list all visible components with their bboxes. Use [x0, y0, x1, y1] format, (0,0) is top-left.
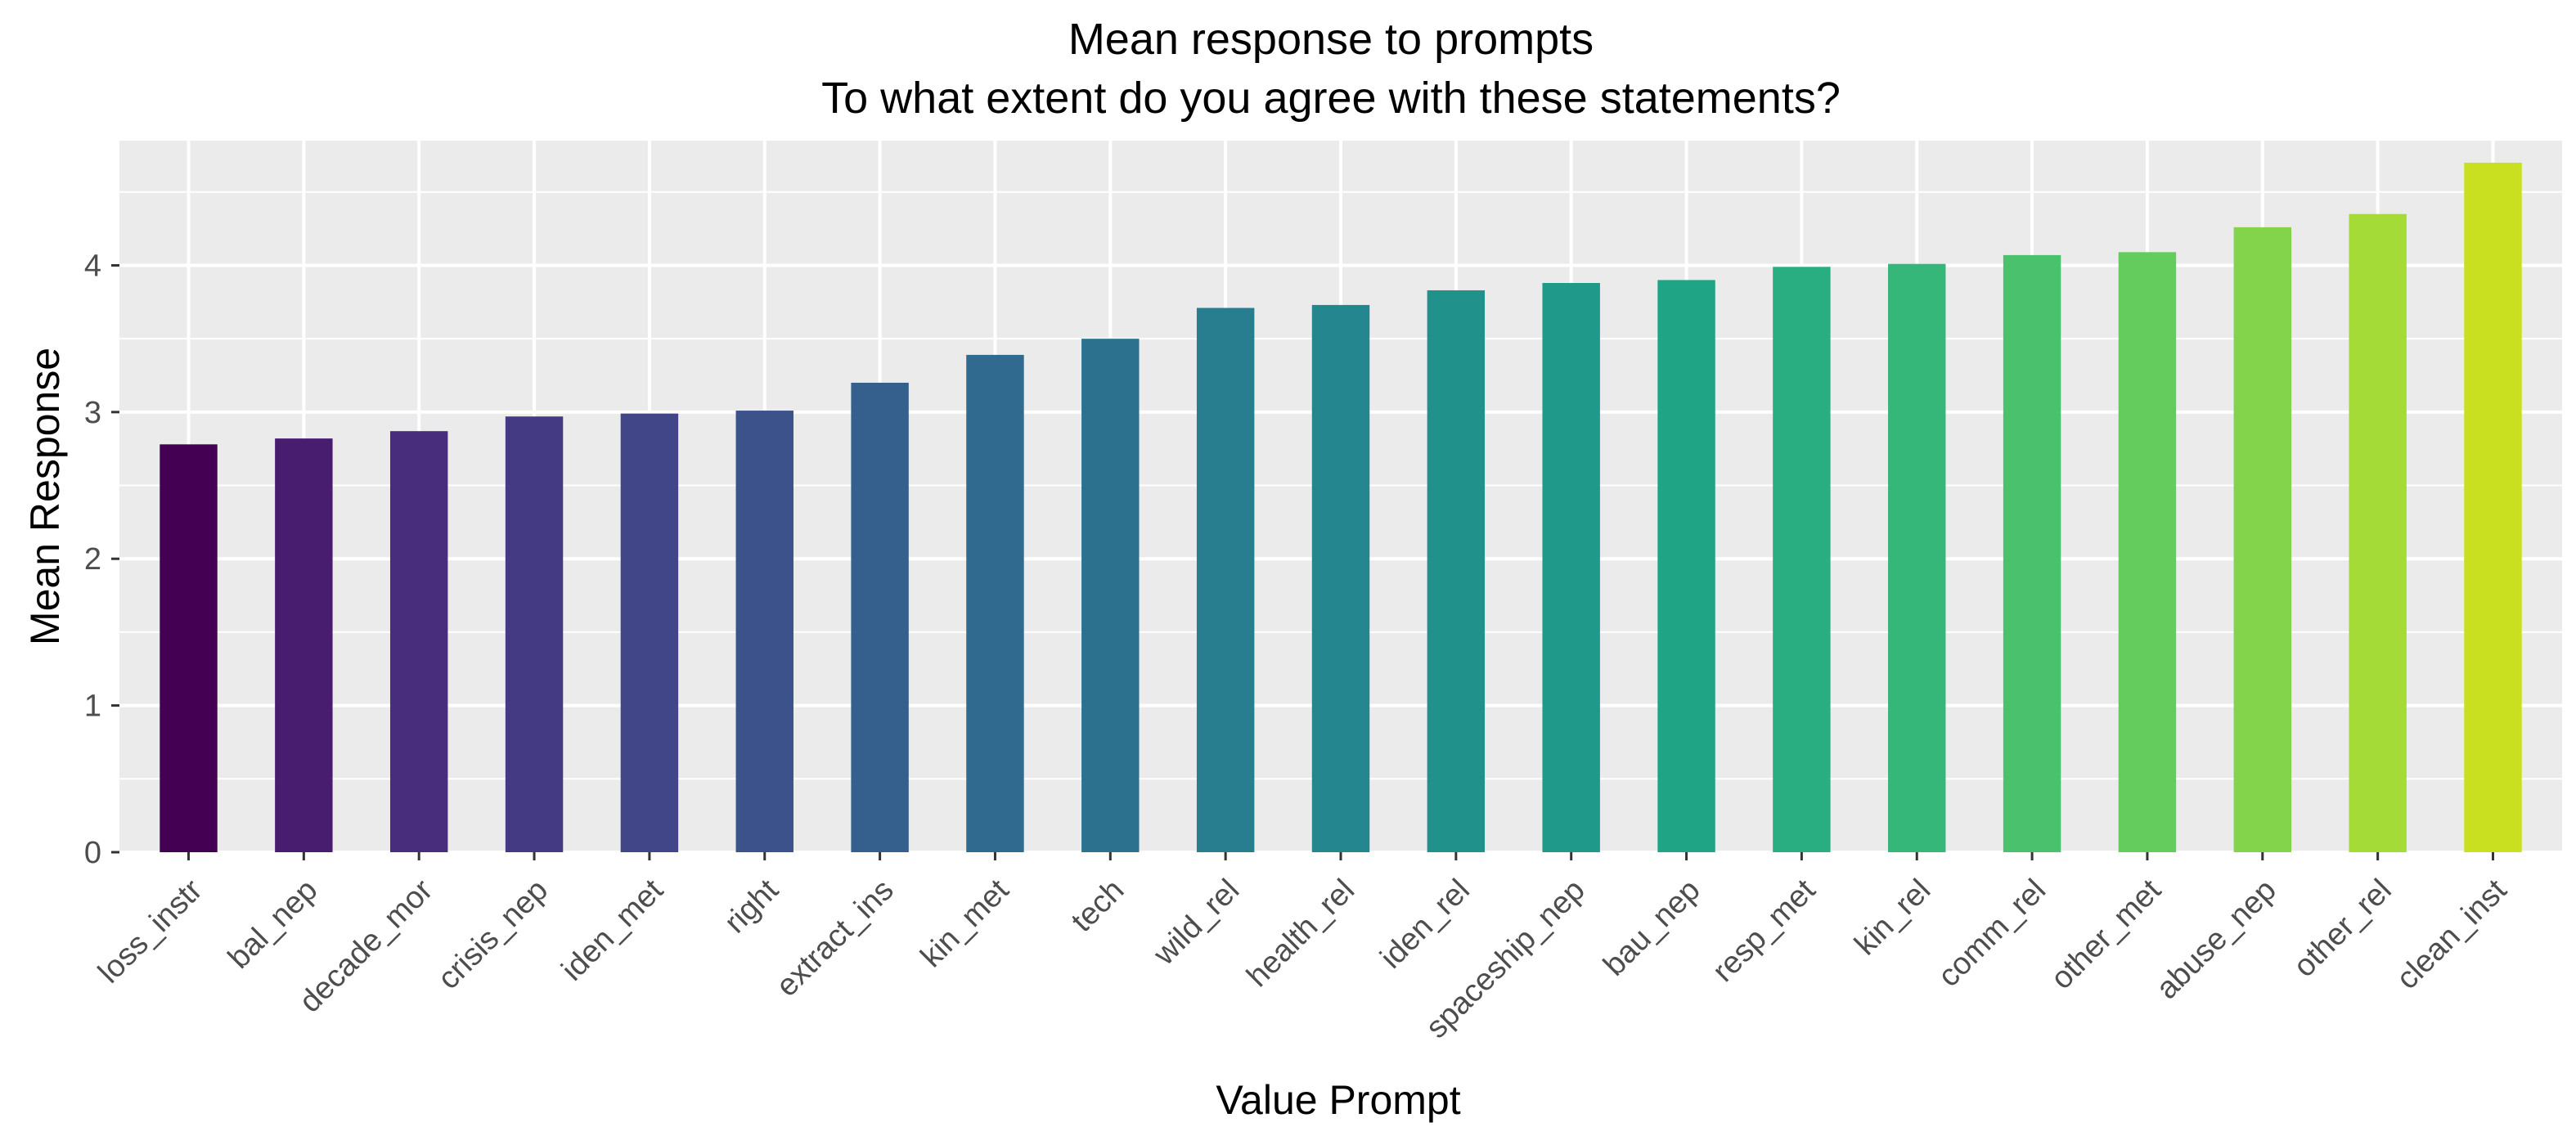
y-tick-label: 0	[84, 836, 101, 870]
chart-title: Mean response to prompts	[1068, 15, 1594, 64]
y-axis-title: Mean Response	[22, 348, 68, 645]
bar-iden_rel	[1427, 290, 1486, 852]
x-tick-label: kin_rel	[1848, 873, 1937, 962]
bar-clean_inst	[2464, 162, 2522, 852]
x-tick-label: iden_rel	[1374, 873, 1477, 975]
bar-wild_rel	[1196, 308, 1255, 852]
x-axis-title: Value Prompt	[1216, 1077, 1460, 1123]
bar-other_rel	[2349, 213, 2407, 852]
x-tick-label: clean_inst	[2390, 873, 2514, 996]
bar-resp_met	[1773, 267, 1831, 852]
x-tick-label: other_rel	[2287, 873, 2398, 984]
bar-tech	[1081, 339, 1140, 853]
x-tick-label: tech	[1065, 873, 1131, 938]
bar-spaceship_nep	[1542, 283, 1600, 852]
bar-right	[735, 411, 793, 852]
bar-kin_met	[966, 354, 1024, 852]
y-tick-label: 2	[84, 542, 101, 577]
x-tick-label: kin_met	[915, 873, 1016, 974]
y-tick-label: 1	[84, 689, 101, 724]
bar-bal_nep	[275, 438, 333, 852]
bar-crisis_nep	[505, 416, 564, 852]
bar-bau_nep	[1657, 280, 1715, 853]
bars	[160, 162, 2522, 853]
bar-kin_rel	[1888, 263, 1946, 852]
x-tick-label: abuse_nep	[2150, 873, 2283, 1006]
bar-other_met	[2118, 252, 2177, 852]
x-tick-label: health_rel	[1240, 873, 1361, 994]
bar-decade_mor	[389, 431, 448, 852]
chart-subtitle: To what extent do you agree with these s…	[821, 74, 1841, 123]
x-tick-label: extract_ins	[770, 873, 901, 1004]
bar-health_rel	[1311, 304, 1370, 852]
bar-loss_instr	[160, 444, 218, 852]
x-tick-label: loss_instr	[92, 873, 209, 990]
bar-iden_met	[620, 413, 679, 852]
y-axis: 0 1 2 3 4	[84, 249, 119, 870]
x-tick-label: right	[718, 873, 785, 940]
bar-comm_rel	[2003, 254, 2061, 853]
y-tick-label: 4	[84, 249, 101, 283]
x-tick-label: iden_met	[555, 873, 671, 988]
x-tick-label: comm_rel	[1931, 873, 2052, 994]
y-tick-label: 3	[84, 396, 101, 430]
x-tick-label: crisis_nep	[431, 873, 555, 996]
x-tick-label: bal_nep	[222, 873, 324, 975]
bar-extract_ins	[851, 382, 909, 852]
x-tick-label: other_met	[2044, 873, 2168, 996]
bar-abuse_nep	[2233, 227, 2292, 852]
x-tick-label: resp_met	[1706, 873, 1823, 989]
x-tick-label: bau_nep	[1597, 873, 1706, 982]
x-tick-label: wild_rel	[1147, 873, 1247, 972]
